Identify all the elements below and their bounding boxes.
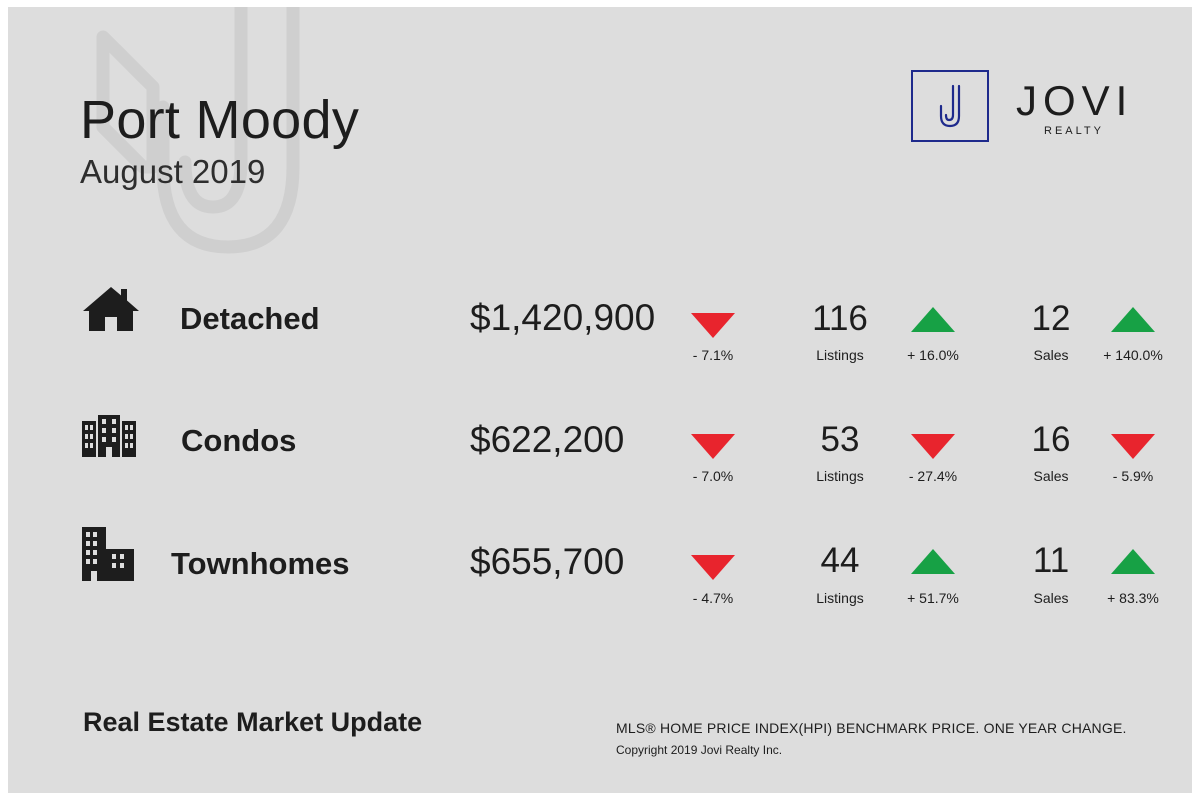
- listings-change-townhomes: + 51.7%: [907, 590, 959, 606]
- jovi-watermark-logo: [96, 7, 300, 254]
- sales-count-condos: 16: [1031, 420, 1071, 459]
- sales-change-townhomes: + 83.3%: [1107, 590, 1159, 606]
- price-change-condos: - 7.0%: [692, 468, 734, 484]
- brand-name: JOVI: [1016, 77, 1134, 124]
- j-logo-icon: [939, 84, 961, 128]
- benchmark-price-detached: $1,420,900: [470, 297, 656, 338]
- sales-change-condos: - 5.9%: [1112, 468, 1154, 484]
- property-type-townhomes: Townhomes: [171, 546, 350, 581]
- sales-up-arrow-icon: [1111, 549, 1155, 574]
- listings-change-detached: + 16.0%: [907, 347, 959, 363]
- copyright-text: Copyright 2019 Jovi Realty Inc.: [616, 743, 783, 757]
- price-change-townhomes: - 4.7%: [692, 590, 734, 606]
- jovi-logo-mark: [911, 70, 989, 142]
- sales-change-detached: + 140.0%: [1103, 347, 1163, 363]
- listings-label: Listings: [816, 468, 864, 484]
- sales-down-arrow-icon: [1111, 434, 1155, 459]
- sales-up-arrow-icon: [1111, 307, 1155, 332]
- market-update-card: Port Moody August 2019 JOVI REALTY Detac…: [8, 7, 1192, 793]
- sales-count-detached: 12: [1031, 299, 1071, 338]
- sales-label: Sales: [1033, 347, 1069, 363]
- listings-up-arrow-icon: [911, 549, 955, 574]
- price-down-arrow-icon: [691, 434, 735, 459]
- benchmark-price-condos: $622,200: [470, 419, 625, 460]
- footer-note: MLS® HOME PRICE INDEX(HPI) BENCHMARK PRI…: [616, 720, 1127, 736]
- house-icon: [83, 287, 139, 331]
- condo-building-icon: [82, 415, 136, 457]
- listings-label: Listings: [816, 347, 864, 363]
- listings-down-arrow-icon: [911, 434, 955, 459]
- price-down-arrow-icon: [691, 313, 735, 338]
- sales-label: Sales: [1033, 468, 1069, 484]
- page-subtitle-date: August 2019: [80, 153, 266, 190]
- property-type-condos: Condos: [181, 423, 297, 458]
- price-down-arrow-icon: [691, 555, 735, 580]
- townhome-buildings-icon: [82, 527, 134, 581]
- brand-subtitle: REALTY: [1044, 125, 1104, 137]
- listings-count-detached: 116: [812, 299, 868, 338]
- listings-count-townhomes: 44: [820, 541, 860, 580]
- listings-change-condos: - 27.4%: [908, 468, 958, 484]
- sales-count-townhomes: 11: [1032, 541, 1070, 580]
- page-title: Port Moody: [80, 90, 360, 150]
- benchmark-price-townhomes: $655,700: [470, 541, 625, 582]
- listings-count-condos: 53: [820, 420, 860, 459]
- property-type-detached: Detached: [180, 301, 320, 336]
- listings-label: Listings: [816, 590, 864, 606]
- footer-title: Real Estate Market Update: [83, 707, 423, 737]
- listings-up-arrow-icon: [911, 307, 955, 332]
- price-change-detached: - 7.1%: [692, 347, 734, 363]
- sales-label: Sales: [1033, 590, 1069, 606]
